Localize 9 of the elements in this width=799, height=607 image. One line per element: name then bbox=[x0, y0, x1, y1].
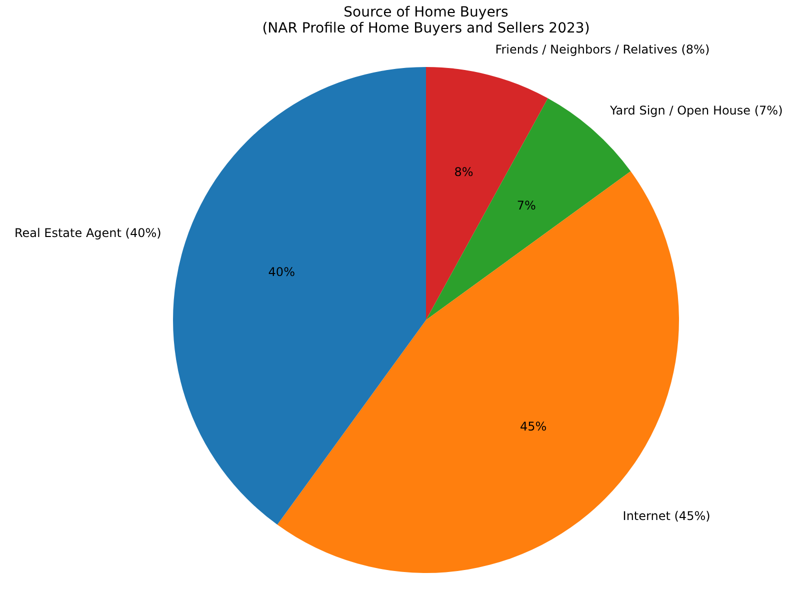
data-label: 40% bbox=[268, 265, 295, 280]
data-label: 45% bbox=[520, 419, 547, 434]
slice-label: Friends / Neighbors / Relatives (8%) bbox=[495, 42, 710, 57]
slice-label: Real Estate Agent (40%) bbox=[14, 226, 162, 240]
chart-title: Source of Home Buyers (NAR Profile of Home Buyers and Sellers 2023) bbox=[262, 4, 590, 37]
data-label: 7% bbox=[516, 198, 536, 212]
data-label: 8% bbox=[454, 165, 474, 180]
slice-label: Yard Sign / Open House (7%) bbox=[609, 103, 783, 118]
slice-label: Internet (45%) bbox=[622, 508, 710, 523]
